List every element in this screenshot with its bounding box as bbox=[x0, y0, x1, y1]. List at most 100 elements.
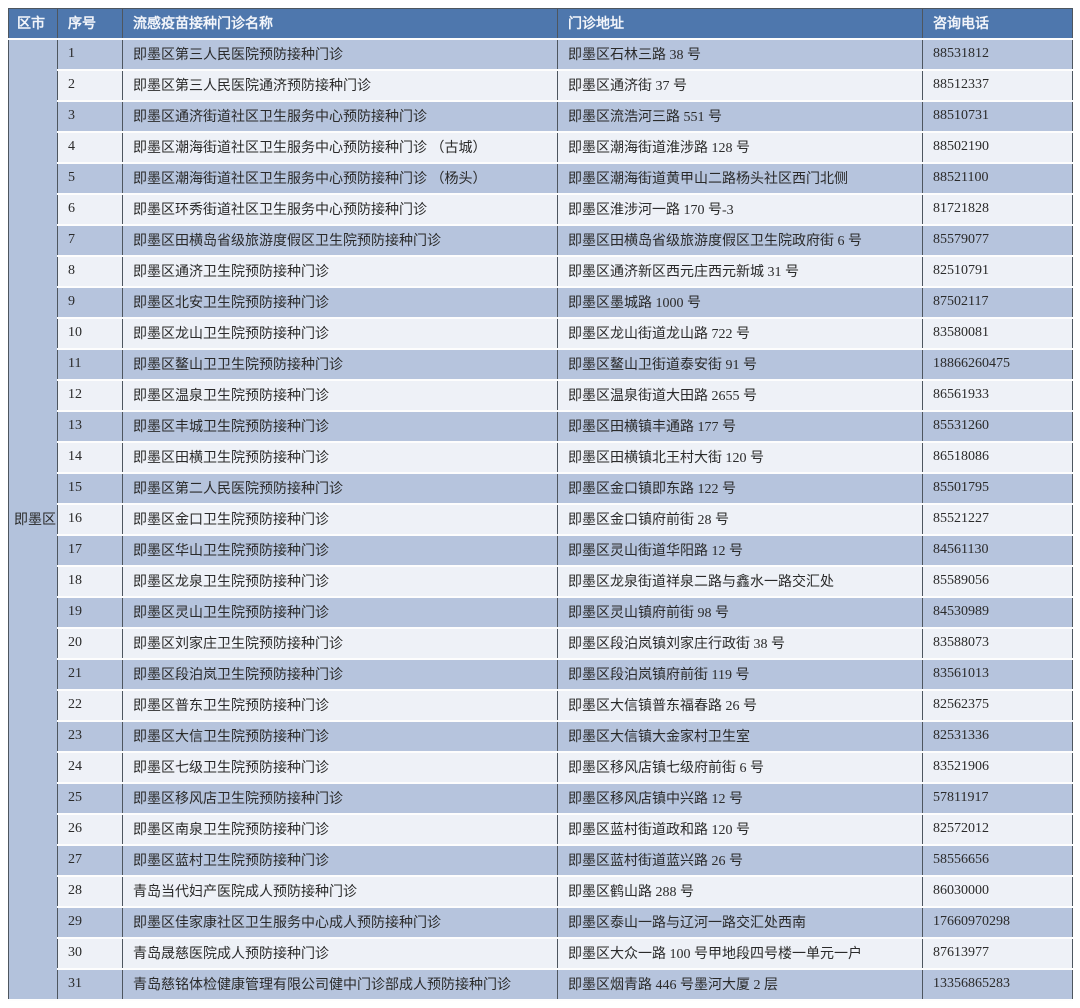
serial-cell: 16 bbox=[57, 502, 123, 536]
clinic-name-cell: 即墨区第三人民医院预防接种门诊 bbox=[122, 37, 558, 71]
table-row: 20 即墨区刘家庄卫生院预防接种门诊 即墨区段泊岚镇刘家庄行政街 38 号 83588… bbox=[9, 626, 1073, 660]
phone-cell: 85531260 bbox=[922, 409, 1073, 443]
table-header: 区市 序号 流感疫苗接种门诊名称 门诊地址 咨询电话 bbox=[8, 8, 1073, 40]
table-row: 3 即墨区通济街道社区卫生服务中心预防接种门诊 即墨区流浩河三路 551 号 8851… bbox=[9, 99, 1073, 133]
table-row: 12 即墨区温泉卫生院预防接种门诊 即墨区温泉街道大田路 2655 号 8656193… bbox=[9, 378, 1073, 412]
header-serial: 序号 bbox=[57, 8, 123, 40]
header-clinic-name: 流感疫苗接种门诊名称 bbox=[122, 8, 558, 40]
clinic-name-cell: 青岛慈铭体检健康管理有限公司健中门诊部成人预防接种门诊 bbox=[122, 967, 558, 1001]
clinic-name-cell: 即墨区佳家康社区卫生服务中心成人预防接种门诊 bbox=[122, 905, 558, 939]
address-cell: 即墨区移风店镇七级府前街 6 号 bbox=[557, 750, 923, 784]
serial-cell: 13 bbox=[57, 409, 123, 443]
clinic-name-cell: 青岛当代妇产医院成人预防接种门诊 bbox=[122, 874, 558, 908]
clinic-name-cell: 即墨区丰城卫生院预防接种门诊 bbox=[122, 409, 558, 443]
address-cell: 即墨区大众一路 100 号甲地段四号楼一单元一户 bbox=[557, 936, 923, 970]
clinic-name-cell: 即墨区第三人民医院通济预防接种门诊 bbox=[122, 68, 558, 102]
phone-cell: 86518086 bbox=[922, 440, 1073, 474]
phone-cell: 13356865283 bbox=[922, 967, 1073, 1001]
address-cell: 即墨区烟青路 446 号墨河大厦 2 层 bbox=[557, 967, 923, 1001]
serial-cell: 23 bbox=[57, 719, 123, 753]
table-row: 29 即墨区佳家康社区卫生服务中心成人预防接种门诊 即墨区泰山一路与辽河一路交汇处西… bbox=[9, 905, 1073, 939]
clinic-name-cell: 即墨区第二人民医院预防接种门诊 bbox=[122, 471, 558, 505]
address-cell: 即墨区灵山镇府前街 98 号 bbox=[557, 595, 923, 629]
serial-cell: 14 bbox=[57, 440, 123, 474]
serial-cell: 6 bbox=[57, 192, 123, 226]
serial-cell: 12 bbox=[57, 378, 123, 412]
phone-cell: 18866260475 bbox=[922, 347, 1073, 381]
address-cell: 即墨区金口镇府前街 28 号 bbox=[557, 502, 923, 536]
serial-cell: 24 bbox=[57, 750, 123, 784]
phone-cell: 85521227 bbox=[922, 502, 1073, 536]
table-row: 10 即墨区龙山卫生院预防接种门诊 即墨区龙山街道龙山路 722 号 83580081 bbox=[9, 316, 1073, 350]
phone-cell: 85501795 bbox=[922, 471, 1073, 505]
serial-cell: 5 bbox=[57, 161, 123, 195]
serial-cell: 8 bbox=[57, 254, 123, 288]
clinic-name-cell: 即墨区南泉卫生院预防接种门诊 bbox=[122, 812, 558, 846]
table-row: 11 即墨区鳌山卫卫生院预防接种门诊 即墨区鳌山卫街道泰安街 91 号 1886626… bbox=[9, 347, 1073, 381]
phone-cell: 87502117 bbox=[922, 285, 1073, 319]
address-cell: 即墨区大信镇大金家村卫生室 bbox=[557, 719, 923, 753]
district-cell: 即墨区 bbox=[8, 37, 58, 1001]
address-cell: 即墨区田横岛省级旅游度假区卫生院政府街 6 号 bbox=[557, 223, 923, 257]
serial-cell: 15 bbox=[57, 471, 123, 505]
clinic-name-cell: 即墨区温泉卫生院预防接种门诊 bbox=[122, 378, 558, 412]
serial-cell: 29 bbox=[57, 905, 123, 939]
table-row: 15 即墨区第二人民医院预防接种门诊 即墨区金口镇即东路 122 号 85501795 bbox=[9, 471, 1073, 505]
address-cell: 即墨区田横镇北王村大街 120 号 bbox=[557, 440, 923, 474]
address-cell: 即墨区通济新区西元庄西元新城 31 号 bbox=[557, 254, 923, 288]
address-cell: 即墨区流浩河三路 551 号 bbox=[557, 99, 923, 133]
phone-cell: 88502190 bbox=[922, 130, 1073, 164]
clinic-name-cell: 青岛晟慈医院成人预防接种门诊 bbox=[122, 936, 558, 970]
phone-cell: 88521100 bbox=[922, 161, 1073, 195]
phone-cell: 85589056 bbox=[922, 564, 1073, 598]
address-cell: 即墨区鹤山路 288 号 bbox=[557, 874, 923, 908]
serial-cell: 7 bbox=[57, 223, 123, 257]
table-row: 18 即墨区龙泉卫生院预防接种门诊 即墨区龙泉街道祥泉二路与鑫水一路交汇处 85589… bbox=[9, 564, 1073, 598]
address-cell: 即墨区淮涉河一路 170 号-3 bbox=[557, 192, 923, 226]
phone-cell: 86030000 bbox=[922, 874, 1073, 908]
table-row: 17 即墨区华山卫生院预防接种门诊 即墨区灵山街道华阳路 12 号 84561130 bbox=[9, 533, 1073, 567]
address-cell: 即墨区段泊岚镇刘家庄行政街 38 号 bbox=[557, 626, 923, 660]
serial-cell: 17 bbox=[57, 533, 123, 567]
phone-cell: 82531336 bbox=[922, 719, 1073, 753]
address-cell: 即墨区潮海街道黄甲山二路杨头社区西门北侧 bbox=[557, 161, 923, 195]
phone-cell: 82572012 bbox=[922, 812, 1073, 846]
clinic-name-cell: 即墨区潮海街道社区卫生服务中心预防接种门诊 （杨头） bbox=[122, 161, 558, 195]
address-cell: 即墨区温泉街道大田路 2655 号 bbox=[557, 378, 923, 412]
table-row: 28 青岛当代妇产医院成人预防接种门诊 即墨区鹤山路 288 号 86030000 bbox=[9, 874, 1073, 908]
address-cell: 即墨区通济街 37 号 bbox=[557, 68, 923, 102]
clinic-name-cell: 即墨区田横岛省级旅游度假区卫生院预防接种门诊 bbox=[122, 223, 558, 257]
phone-cell: 82510791 bbox=[922, 254, 1073, 288]
serial-cell: 27 bbox=[57, 843, 123, 877]
address-cell: 即墨区石林三路 38 号 bbox=[557, 37, 923, 71]
address-cell: 即墨区灵山街道华阳路 12 号 bbox=[557, 533, 923, 567]
serial-cell: 22 bbox=[57, 688, 123, 722]
table-row: 9 即墨区北安卫生院预防接种门诊 即墨区墨城路 1000 号 87502117 bbox=[9, 285, 1073, 319]
address-cell: 即墨区蓝村街道蓝兴路 26 号 bbox=[557, 843, 923, 877]
clinic-name-cell: 即墨区通济街道社区卫生服务中心预防接种门诊 bbox=[122, 99, 558, 133]
phone-cell: 87613977 bbox=[922, 936, 1073, 970]
clinic-name-cell: 即墨区华山卫生院预防接种门诊 bbox=[122, 533, 558, 567]
clinic-name-cell: 即墨区灵山卫生院预防接种门诊 bbox=[122, 595, 558, 629]
clinic-name-cell: 即墨区北安卫生院预防接种门诊 bbox=[122, 285, 558, 319]
phone-cell: 57811917 bbox=[922, 781, 1073, 815]
clinic-name-cell: 即墨区蓝村卫生院预防接种门诊 bbox=[122, 843, 558, 877]
table-row: 4 即墨区潮海街道社区卫生服务中心预防接种门诊 （古城） 即墨区潮海街道淮涉路 12… bbox=[9, 130, 1073, 164]
clinic-name-cell: 即墨区移风店卫生院预防接种门诊 bbox=[122, 781, 558, 815]
table-row: 25 即墨区移风店卫生院预防接种门诊 即墨区移风店镇中兴路 12 号 57811917 bbox=[9, 781, 1073, 815]
table-row: 24 即墨区七级卫生院预防接种门诊 即墨区移风店镇七级府前街 6 号 83521906 bbox=[9, 750, 1073, 784]
table-row: 30 青岛晟慈医院成人预防接种门诊 即墨区大众一路 100 号甲地段四号楼一单元一户… bbox=[9, 936, 1073, 970]
clinic-name-cell: 即墨区大信卫生院预防接种门诊 bbox=[122, 719, 558, 753]
flu-vaccine-clinic-table: 区市 序号 流感疫苗接种门诊名称 门诊地址 咨询电话 即墨区 1 即墨区第三人民医院… bbox=[8, 8, 1073, 1001]
phone-cell: 86561933 bbox=[922, 378, 1073, 412]
serial-cell: 20 bbox=[57, 626, 123, 660]
phone-cell: 84561130 bbox=[922, 533, 1073, 567]
clinic-name-cell: 即墨区段泊岚卫生院预防接种门诊 bbox=[122, 657, 558, 691]
address-cell: 即墨区段泊岚镇府前街 119 号 bbox=[557, 657, 923, 691]
address-cell: 即墨区泰山一路与辽河一路交汇处西南 bbox=[557, 905, 923, 939]
table-row: 7 即墨区田横岛省级旅游度假区卫生院预防接种门诊 即墨区田横岛省级旅游度假区卫生院政… bbox=[9, 223, 1073, 257]
phone-cell: 85579077 bbox=[922, 223, 1073, 257]
serial-cell: 31 bbox=[57, 967, 123, 1001]
phone-cell: 88531812 bbox=[922, 37, 1073, 71]
header-address: 门诊地址 bbox=[557, 8, 923, 40]
